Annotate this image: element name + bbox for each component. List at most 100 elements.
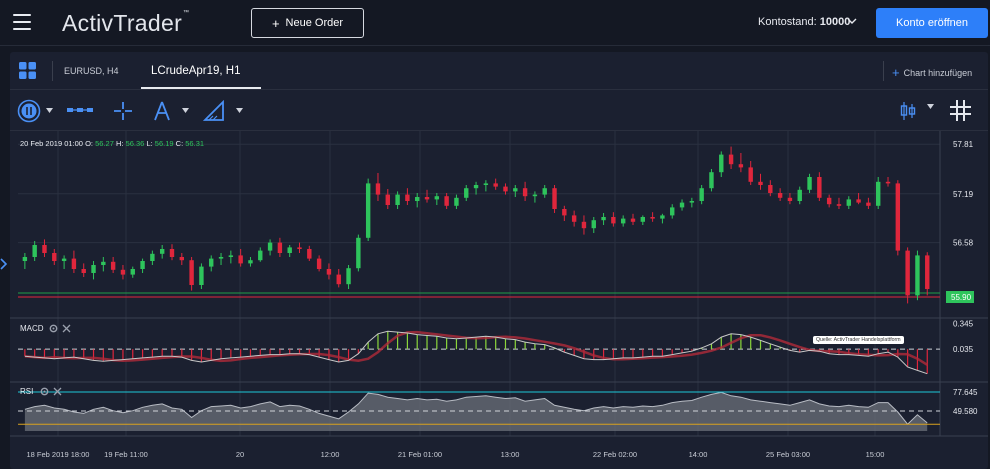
candle	[356, 237, 361, 269]
macd-label: MACD	[20, 324, 44, 333]
candle	[895, 183, 901, 251]
price-tick-label: 56.58	[953, 239, 974, 248]
candle	[91, 265, 96, 273]
candle	[738, 164, 744, 168]
high-value: 56.36	[125, 139, 145, 148]
line-tool-icon[interactable]	[67, 105, 93, 115]
candle	[238, 255, 243, 264]
current-price-label: 55.90	[951, 293, 972, 302]
candle	[150, 253, 155, 261]
candle	[179, 257, 185, 261]
tab-eurusd[interactable]: EURUSD, H4	[64, 66, 119, 76]
candle	[611, 217, 616, 224]
candle	[826, 197, 832, 205]
price-tick-label: 57.19	[953, 190, 974, 199]
macd-tick-label: 0.035	[953, 345, 974, 354]
candle	[817, 177, 822, 198]
current-price-badge	[946, 291, 974, 303]
candle	[395, 194, 400, 205]
candle	[503, 186, 508, 192]
candle	[620, 218, 626, 224]
candle	[660, 215, 665, 219]
candle	[110, 261, 116, 270]
candle	[689, 201, 695, 203]
candle	[768, 185, 773, 193]
candle	[22, 257, 28, 261]
candle	[52, 253, 57, 261]
candle	[375, 183, 381, 195]
candle	[424, 197, 430, 200]
candle	[434, 196, 440, 200]
indicator-icon[interactable]	[17, 99, 41, 123]
add-chart-button[interactable]: + Chart hinzufügen	[892, 65, 973, 80]
candle	[748, 167, 753, 182]
rsi-tick-label: 49.580	[953, 407, 978, 416]
candle	[316, 258, 322, 269]
candle	[866, 202, 871, 206]
time-tick-label: 14:00	[689, 450, 708, 459]
ruler-icon[interactable]	[203, 100, 225, 122]
candlestick-type-icon[interactable]	[900, 101, 916, 121]
candle	[562, 209, 567, 216]
grid-toggle-icon[interactable]	[950, 100, 971, 121]
candle	[199, 266, 204, 285]
candle	[464, 188, 469, 198]
candle	[640, 217, 646, 222]
chevron-down-icon[interactable]	[236, 108, 243, 113]
candle	[856, 199, 861, 203]
candle	[552, 188, 557, 209]
layout-grid-icon[interactable]	[19, 62, 36, 79]
chevron-down-icon[interactable]	[182, 108, 189, 113]
rsi-area	[24, 392, 928, 431]
candle	[728, 154, 734, 165]
candle	[405, 194, 410, 201]
settings-icon[interactable]	[49, 324, 58, 333]
candle	[385, 194, 390, 205]
settings-icon[interactable]	[40, 387, 49, 396]
top-bar: ActivTrader™ + Neue Order Kontostand: 10…	[0, 0, 990, 46]
candle	[209, 258, 214, 267]
candle	[297, 247, 302, 249]
candle	[120, 269, 126, 275]
balance-value: 10000	[819, 16, 851, 28]
tab-separator	[883, 61, 884, 81]
new-order-button[interactable]: + Neue Order	[251, 8, 364, 38]
candle	[876, 181, 881, 206]
candle	[679, 202, 685, 208]
candle	[228, 255, 234, 257]
active-tab-indicator	[141, 87, 261, 89]
candle	[81, 269, 86, 273]
time-tick-label: 21 Feb 01:00	[398, 450, 442, 459]
low-value: 56.19	[154, 139, 174, 148]
hamburger-menu-icon[interactable]	[13, 14, 31, 30]
candle	[277, 242, 283, 253]
open-account-button[interactable]: Konto eröffnen	[876, 8, 988, 38]
candle	[287, 247, 292, 253]
time-tick-label: 12:00	[321, 450, 340, 459]
chart-toolbar	[10, 91, 988, 131]
plus-icon: +	[892, 65, 900, 80]
close-icon[interactable]	[62, 324, 71, 333]
chevron-down-icon[interactable]	[927, 104, 934, 109]
crosshair-icon[interactable]	[113, 101, 133, 121]
time-tick-label: 25 Feb 03:00	[766, 450, 810, 459]
chevron-down-icon[interactable]	[46, 108, 53, 113]
candle	[670, 207, 675, 216]
price-chart[interactable]: 57.81 57.19 56.58 55.90 0.345 0.035 77.645 49.5…	[10, 131, 988, 469]
candle	[719, 154, 724, 173]
candle	[601, 217, 606, 221]
tab-lcrude[interactable]: LCrudeApr19, H1	[151, 65, 241, 77]
time-tick-label: 20	[236, 450, 244, 459]
candle	[307, 249, 312, 259]
candle	[699, 188, 704, 201]
candle	[258, 250, 263, 261]
account-balance[interactable]: Kontostand: 10000	[758, 16, 851, 28]
chevron-right-icon[interactable]	[0, 258, 8, 270]
chevron-down-icon[interactable]	[846, 15, 858, 27]
candle	[473, 185, 479, 189]
rsi-line	[24, 391, 928, 425]
drawing-tools-icon[interactable]	[152, 100, 172, 122]
candle	[846, 199, 851, 206]
close-icon[interactable]	[53, 387, 62, 396]
candle	[130, 269, 135, 275]
